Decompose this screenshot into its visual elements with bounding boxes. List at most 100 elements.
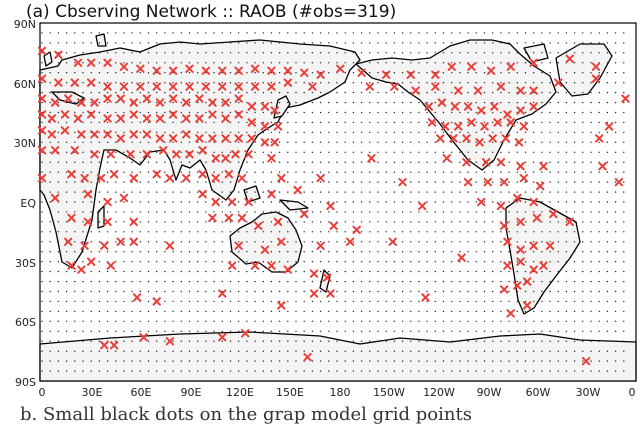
- grid-dot: [254, 171, 256, 173]
- raob-station-marker: [454, 86, 463, 95]
- grid-dot: [516, 72, 518, 74]
- grid-dot: [123, 270, 125, 273]
- grid-dot: [41, 141, 43, 143]
- grid-dot: [426, 191, 428, 193]
- grid-dot: [565, 201, 568, 203]
- raob-station-marker: [529, 102, 538, 111]
- grid-dot: [410, 161, 412, 163]
- grid-dot: [557, 251, 559, 253]
- grid-dot: [524, 241, 527, 243]
- grid-dot: [557, 42, 559, 44]
- raob-station-marker: [329, 221, 338, 231]
- grid-dot: [57, 171, 60, 173]
- grid-dot: [115, 241, 117, 243]
- grid-dot: [156, 330, 158, 332]
- grid-dot: [549, 221, 551, 223]
- grid-dot: [549, 131, 551, 134]
- grid-dot: [516, 300, 518, 303]
- grid-dot: [434, 181, 436, 183]
- grid-dot: [49, 310, 51, 313]
- grid-dot: [49, 261, 51, 263]
- grid-dot: [541, 62, 543, 64]
- lon-tick-label: 90W: [477, 386, 502, 399]
- grid-dot: [172, 131, 174, 134]
- grid-dot: [524, 111, 527, 114]
- grid-dot: [197, 171, 199, 173]
- grid-dot: [172, 350, 174, 352]
- grid-dot: [410, 340, 412, 342]
- grid-dot: [229, 161, 232, 163]
- grid-dot: [459, 201, 461, 203]
- grid-dot: [254, 191, 256, 193]
- grid-dot: [369, 360, 371, 362]
- grid-dot: [606, 261, 609, 263]
- grid-dot: [41, 340, 43, 342]
- grid-dot: [123, 320, 125, 322]
- raob-station-marker: [475, 138, 484, 147]
- grid-dot: [41, 310, 43, 313]
- grid-dot: [238, 191, 240, 193]
- raob-station-marker: [352, 225, 361, 235]
- grid-dot: [508, 161, 510, 163]
- grid-dot: [180, 211, 182, 213]
- grid-dot: [229, 231, 232, 233]
- grid-dot: [295, 131, 297, 134]
- grid-dot: [213, 181, 215, 183]
- grid-dot: [442, 201, 445, 203]
- raob-station-marker: [221, 114, 230, 123]
- grid-dot: [106, 310, 109, 313]
- grid-dot: [303, 290, 305, 293]
- grid-dot: [344, 131, 346, 134]
- grid-dot: [287, 111, 289, 114]
- grid-dot: [262, 360, 264, 362]
- grid-dot: [434, 370, 436, 372]
- grid-dot: [500, 231, 502, 233]
- grid-dot: [508, 52, 510, 54]
- grid-dot: [74, 141, 76, 143]
- grid-dot: [139, 290, 141, 293]
- raob-station-marker: [463, 177, 473, 187]
- grid-dot: [541, 121, 543, 124]
- grid-dot: [442, 251, 445, 253]
- grid-dot: [508, 360, 510, 362]
- grid-dot: [65, 370, 68, 372]
- grid-dot: [287, 211, 289, 213]
- grid-dot: [180, 62, 182, 64]
- grid-dot: [516, 280, 518, 283]
- grid-dot: [156, 241, 158, 243]
- grid-dot: [565, 151, 568, 153]
- grid-dot: [311, 131, 314, 134]
- grid-dot: [451, 320, 453, 322]
- raob-station-marker: [155, 114, 165, 123]
- grid-dot: [557, 320, 559, 322]
- grid-dot: [123, 72, 125, 74]
- grid-dot: [442, 111, 445, 114]
- grid-dot: [123, 52, 125, 54]
- grid-dot: [221, 221, 223, 223]
- raob-station-marker: [159, 146, 168, 155]
- grid-dot: [516, 211, 518, 213]
- grid-dot: [49, 370, 51, 372]
- grid-dot: [500, 91, 502, 94]
- grid-dot: [410, 241, 412, 243]
- grid-dot: [524, 350, 527, 352]
- grid-dot: [549, 72, 551, 74]
- grid-dot: [303, 42, 305, 44]
- grid-dot: [311, 82, 314, 84]
- grid-dot: [205, 350, 207, 352]
- grid-dot: [164, 161, 166, 163]
- raob-station-marker: [522, 301, 532, 310]
- grid-dot: [459, 290, 461, 293]
- grid-dot: [303, 370, 305, 372]
- grid-dot: [287, 171, 289, 173]
- grid-dot: [492, 221, 494, 223]
- grid-dot: [90, 340, 92, 342]
- grid-dot: [164, 82, 166, 84]
- grid-dot: [254, 300, 256, 303]
- raob-station-marker: [450, 102, 460, 111]
- grid-dot: [483, 310, 486, 313]
- grid-dot: [606, 121, 609, 124]
- grid-dot: [533, 241, 535, 243]
- grid-dot: [573, 350, 576, 352]
- map-title: (a) Cbserving Network :: RAOB (#obs=319): [26, 2, 396, 22]
